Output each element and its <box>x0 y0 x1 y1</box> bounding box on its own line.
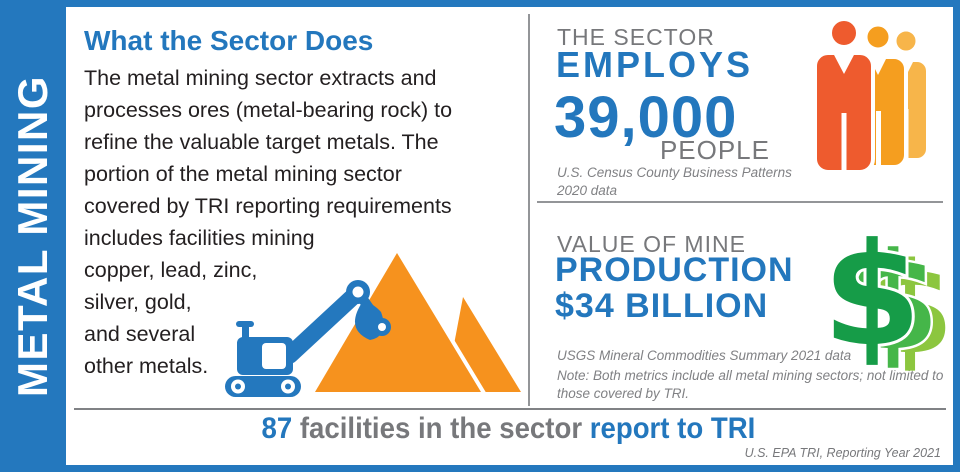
svg-text:$: $ <box>846 224 939 373</box>
footer-stat-number: 87 <box>261 412 292 445</box>
employment-unit: PEOPLE <box>659 135 770 165</box>
page-title: What the Sector Does <box>84 25 374 56</box>
dollar-signs-icon: $ $ $ <box>820 218 952 373</box>
sidebar: METAL MINING <box>0 0 66 472</box>
svg-text:$: $ <box>866 235 952 373</box>
employment-source: U.S. Census County Business Patterns 202… <box>557 165 792 198</box>
production-source: USGS Mineral Commodities Summary 2021 da… <box>557 348 852 363</box>
mining-illustration <box>225 245 521 397</box>
mountains-icon <box>307 245 521 396</box>
sector-description: The metal mining sector extracts and pro… <box>84 66 453 378</box>
sidebar-vertical-title: METAL MINING <box>9 74 56 398</box>
footer-stat-suffix: report to TRI <box>589 412 755 445</box>
production-kicker: VALUE OF MINE <box>557 231 746 257</box>
production-value: $34 BILLION <box>555 287 769 325</box>
employment-kicker: THE SECTOR <box>557 24 715 50</box>
footer-stat: 87 facilities in the sector report to TR… <box>70 412 946 446</box>
employment-headline: EMPLOYS <box>556 44 754 85</box>
employment-number: 39,000 <box>554 85 738 150</box>
footer-stat-text: facilities in the sector <box>291 412 590 445</box>
production-note: Note: Both metrics include all metal min… <box>557 368 944 401</box>
footer-source: U.S. EPA TRI, Reporting Year 2021 <box>744 446 941 460</box>
footer-divider <box>74 408 946 410</box>
vertical-divider <box>528 14 530 406</box>
three-people-icon <box>813 17 930 174</box>
svg-text:$: $ <box>823 218 922 373</box>
stats-divider <box>537 201 943 203</box>
excavator-icon <box>225 280 391 397</box>
production-headline: PRODUCTION <box>555 251 794 289</box>
